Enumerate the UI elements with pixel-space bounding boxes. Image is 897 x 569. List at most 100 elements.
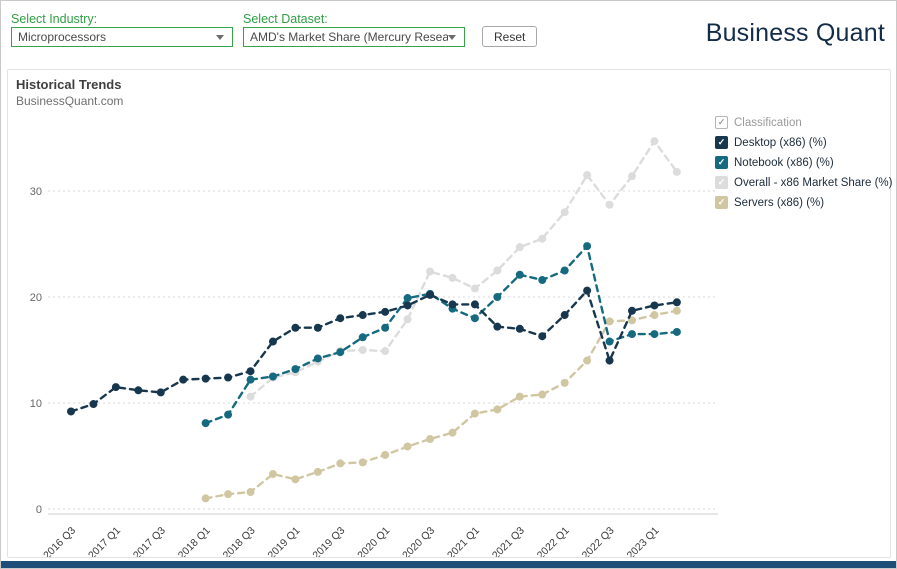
- series-point[interactable]: [336, 348, 345, 357]
- series-point[interactable]: [448, 428, 457, 437]
- series-point[interactable]: [201, 494, 210, 503]
- series-point[interactable]: [515, 270, 524, 279]
- series-point[interactable]: [650, 301, 659, 310]
- series-point[interactable]: [470, 409, 479, 418]
- series-point[interactable]: [628, 330, 636, 339]
- series-point[interactable]: [538, 332, 547, 341]
- series-point[interactable]: [538, 276, 547, 285]
- series-point[interactable]: [560, 378, 569, 387]
- series-point[interactable]: [672, 298, 681, 307]
- series-point[interactable]: [650, 330, 659, 339]
- series-point[interactable]: [672, 167, 681, 176]
- series-point[interactable]: [381, 347, 390, 356]
- series-point[interactable]: [336, 459, 345, 468]
- series-point[interactable]: [336, 314, 345, 323]
- series-point[interactable]: [628, 306, 636, 315]
- series-point[interactable]: [358, 346, 367, 354]
- series-point[interactable]: [179, 375, 188, 384]
- series-point[interactable]: [628, 316, 636, 325]
- series-point[interactable]: [470, 284, 479, 293]
- series-point[interactable]: [246, 392, 255, 401]
- reset-button[interactable]: Reset: [482, 26, 538, 47]
- checkbox-icon[interactable]: ✓: [715, 136, 728, 149]
- checkbox-icon[interactable]: ✓: [715, 196, 728, 209]
- series-point[interactable]: [224, 373, 233, 382]
- series-point[interactable]: [111, 383, 120, 392]
- series-point[interactable]: [515, 324, 524, 333]
- series-point[interactable]: [313, 467, 322, 476]
- series-point[interactable]: [268, 337, 277, 346]
- dataset-select[interactable]: AMD's Market Share (Mercury Resear...: [243, 27, 465, 47]
- series-point[interactable]: [605, 356, 614, 365]
- series-point[interactable]: [313, 323, 322, 332]
- series-point[interactable]: [201, 374, 210, 383]
- series-point[interactable]: [381, 307, 390, 316]
- series-point[interactable]: [493, 322, 502, 331]
- series-point[interactable]: [201, 419, 210, 428]
- series-point[interactable]: [358, 311, 367, 320]
- series-point[interactable]: [583, 286, 592, 295]
- series-point[interactable]: [291, 475, 300, 484]
- legend-item-series[interactable]: ✓ Overall - x86 Market Share (%): [715, 176, 893, 189]
- series-point[interactable]: [426, 435, 435, 444]
- series-point[interactable]: [246, 488, 255, 497]
- series-point[interactable]: [650, 137, 659, 146]
- series-point[interactable]: [493, 405, 502, 414]
- series-point[interactable]: [89, 400, 98, 409]
- series-point[interactable]: [358, 458, 367, 467]
- series-point[interactable]: [403, 301, 412, 310]
- series-point[interactable]: [583, 242, 592, 251]
- series-point[interactable]: [672, 327, 681, 336]
- series-point[interactable]: [134, 386, 143, 395]
- series-point[interactable]: [493, 266, 502, 275]
- series-point[interactable]: [515, 392, 524, 401]
- series-point[interactable]: [470, 314, 479, 323]
- series-point[interactable]: [560, 208, 569, 217]
- series-point[interactable]: [560, 266, 569, 275]
- series-point[interactable]: [403, 315, 412, 324]
- series-point[interactable]: [156, 388, 165, 397]
- series-line[interactable]: [204, 243, 679, 425]
- series-point[interactable]: [650, 311, 659, 320]
- series-point[interactable]: [605, 337, 614, 346]
- checkbox-icon[interactable]: ✓: [715, 176, 728, 189]
- series-point[interactable]: [224, 410, 233, 419]
- series-point[interactable]: [291, 365, 300, 374]
- legend-item-series[interactable]: ✓ Notebook (x86) (%): [715, 156, 887, 169]
- series-point[interactable]: [291, 323, 300, 332]
- series-point[interactable]: [560, 311, 569, 320]
- series-point[interactable]: [515, 243, 524, 252]
- series-point[interactable]: [67, 407, 75, 416]
- series-point[interactable]: [246, 367, 255, 376]
- series-point[interactable]: [268, 470, 277, 479]
- legend-item-classification[interactable]: ✓ Classification: [715, 116, 887, 129]
- series-point[interactable]: [448, 273, 457, 282]
- series-point[interactable]: [313, 354, 322, 363]
- series-point[interactable]: [538, 390, 547, 399]
- legend-item-series[interactable]: ✓ Servers (x86) (%): [715, 196, 887, 209]
- series-point[interactable]: [628, 172, 636, 181]
- series-point[interactable]: [583, 171, 592, 180]
- legend-item-series[interactable]: ✓ Desktop (x86) (%): [715, 136, 887, 149]
- series-point[interactable]: [246, 375, 255, 384]
- series-point[interactable]: [268, 372, 277, 381]
- series-point[interactable]: [448, 300, 457, 309]
- checkbox-icon[interactable]: ✓: [715, 116, 728, 129]
- series-point[interactable]: [403, 294, 412, 303]
- series-point[interactable]: [470, 300, 479, 309]
- series-point[interactable]: [358, 333, 367, 342]
- series-point[interactable]: [493, 293, 502, 301]
- series-point[interactable]: [381, 450, 390, 459]
- series-point[interactable]: [605, 317, 614, 326]
- series-point[interactable]: [426, 290, 435, 299]
- checkbox-icon[interactable]: ✓: [715, 156, 728, 169]
- series-line[interactable]: [69, 288, 679, 413]
- series-point[interactable]: [672, 306, 681, 315]
- series-line[interactable]: [204, 309, 679, 500]
- series-point[interactable]: [605, 200, 614, 209]
- series-point[interactable]: [224, 490, 233, 499]
- series-point[interactable]: [538, 234, 547, 243]
- industry-select[interactable]: Microprocessors: [11, 27, 233, 47]
- series-point[interactable]: [403, 442, 412, 451]
- series-point[interactable]: [381, 323, 390, 332]
